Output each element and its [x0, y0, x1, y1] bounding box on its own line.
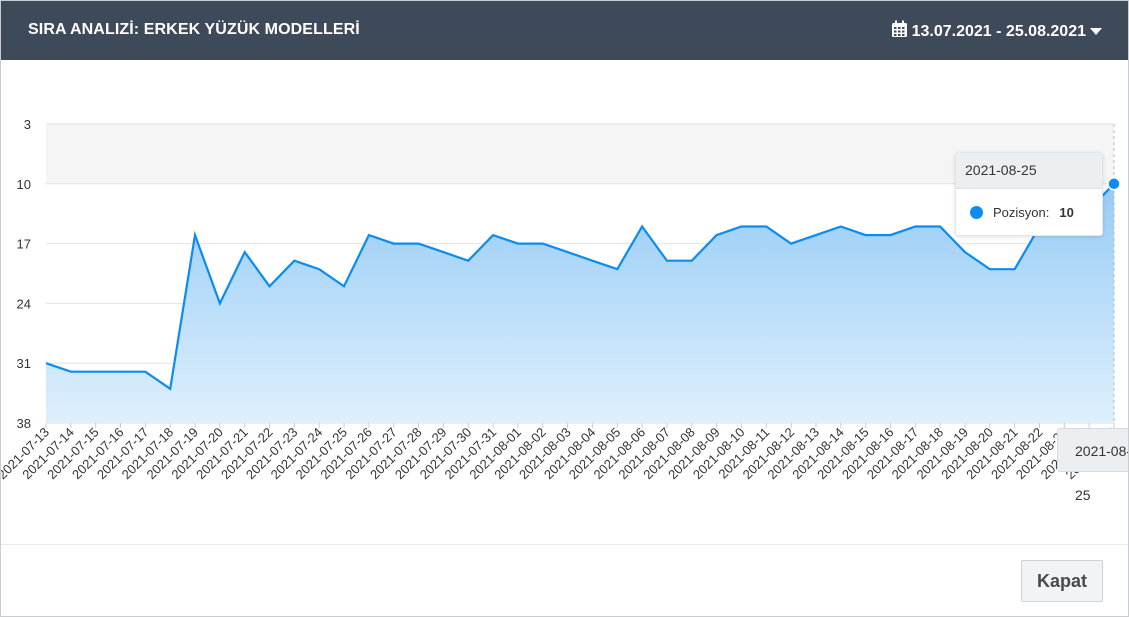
y-tick-label: 17: [17, 237, 31, 252]
plot-band: [46, 124, 1114, 184]
tooltip-value: 10: [1059, 204, 1074, 220]
y-tick-label: 10: [17, 177, 31, 192]
calendar-icon: [891, 20, 908, 43]
caret-down-icon: [1090, 23, 1102, 41]
series-line: [45, 183, 1115, 391]
close-button[interactable]: Kapat: [1021, 560, 1103, 602]
modal-title: SIRA ANALIZİ: ERKEK YÜZÜK MODELLERİ: [28, 21, 360, 38]
y-tick-label: 3: [24, 117, 31, 132]
y-tick-label: 38: [17, 416, 31, 431]
y-tick-label: 31: [17, 356, 31, 371]
y-tick-label: 24: [17, 296, 31, 311]
hover-point[interactable]: [1107, 177, 1121, 191]
footer-divider: [1, 544, 1128, 545]
series-marker-icon: [970, 205, 983, 219]
date-range-picker[interactable]: 13.07.2021 - 25.08.2021: [891, 20, 1102, 43]
date-range-label: 13.07.2021 - 25.08.2021: [911, 22, 1086, 40]
rank-chart: 3 10 17 24 31 38 2021-07-13 2021-07-14 2021-07-…: [1, 61, 1128, 545]
tooltip-series-label: Pozisyon:: [993, 204, 1050, 220]
tooltip-date: 2021-08-25: [956, 153, 1102, 189]
series-area: [46, 183, 1114, 423]
modal-header: SIRA ANALIZİ: ERKEK YÜZÜK MODELLERİ 13.0…: [1, 1, 1128, 60]
point-tooltip: 2021-08-25 Pozisyon: 10: [955, 152, 1103, 236]
xaxis-crosshair-label: 2021-08-25: [1057, 428, 1128, 503]
